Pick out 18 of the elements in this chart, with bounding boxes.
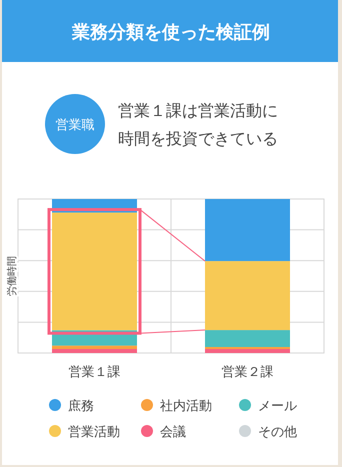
bar [52, 348, 137, 353]
chart-title: 業務分類を使った検証例 [71, 22, 270, 43]
legend-label: 庶務 [68, 398, 94, 414]
chart-subtitle: 営業１課は営業活動に時間を投資できている [118, 101, 278, 148]
x-tick-label: 営業２課 [222, 365, 274, 380]
legend-label: メール [258, 399, 297, 414]
text: 営業職 [56, 118, 94, 133]
bar [205, 348, 290, 353]
y-axis-title: 労働時間 [6, 256, 18, 296]
x-tick-label: 営業１課 [68, 365, 120, 380]
bar [205, 261, 290, 330]
legend-label: その他 [258, 425, 297, 440]
legend-label: 営業活動 [68, 425, 120, 440]
bar [205, 330, 290, 347]
legend-label: 会議 [160, 425, 186, 440]
bar [52, 346, 137, 349]
legend-label: 社内活動 [160, 399, 212, 414]
bar [205, 199, 290, 262]
